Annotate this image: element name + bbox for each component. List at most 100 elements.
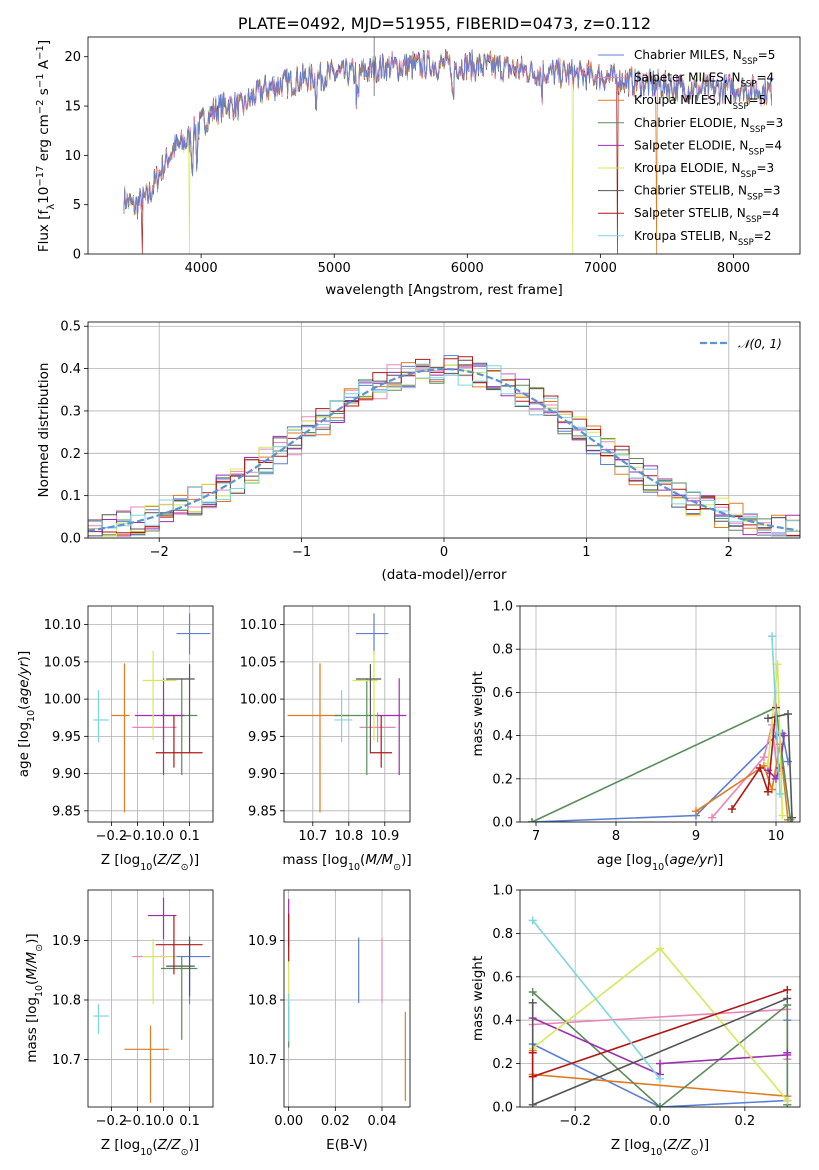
- weight-marker: [528, 1048, 537, 1057]
- x-tick-label: 7: [532, 829, 540, 844]
- age-vs-Z-axes: −0.2−0.1 0.0 0.1 9.85 9.90 9.95 10.00 10.05 10.1…: [16, 605, 214, 873]
- weight-vs-age-marks: [528, 632, 796, 822]
- residual-histogram: [88, 363, 800, 537]
- weight-marker: [528, 818, 536, 822]
- y-tick-label: 9.95: [52, 730, 81, 745]
- x-tick-label: 4000: [185, 261, 218, 276]
- y-axis-label: mass weight: [470, 671, 486, 756]
- plot-frame: [283, 605, 411, 823]
- weight-vs-age-axes: 7 8 9 10 0.0 0.2 0.4 0.6 0.8 1.0 mass weight age [l…: [470, 600, 801, 873]
- y-tick-label: 0: [73, 248, 81, 263]
- weight-marker: [728, 805, 736, 814]
- weight-marker: [764, 787, 772, 796]
- weight-marker: [656, 1103, 664, 1107]
- weight-vs-Z-axes: −0.2 0.0 0.2 0.0 0.2 0.4 0.6 0.8 1.0 mass weight Z…: [470, 884, 801, 1158]
- spectrum-series: [123, 50, 772, 220]
- y-tick-label: 0.3: [60, 404, 81, 419]
- weight-line: [531, 732, 789, 822]
- x-tick-label: 0.1: [179, 1114, 200, 1129]
- y-tick-label: 9.85: [248, 804, 277, 819]
- weight-marker: [528, 998, 537, 1007]
- y-tick-label: 0.0: [60, 532, 81, 547]
- plot-frame: [87, 605, 214, 823]
- x-tick-label: 0.1: [179, 829, 200, 844]
- y-tick-label: 9.95: [248, 730, 277, 745]
- mass-vs-Z-axes: −0.2−0.1 0.0 0.1 10.7 10.8 10.9 Z [log10(Z/Z⊙)…: [24, 889, 214, 1158]
- x-axis-label: mass [log10(M/M⊙)]: [282, 852, 411, 873]
- y-tick-label: 0.4: [492, 1014, 513, 1029]
- weight-line: [767, 735, 785, 781]
- y-tick-label: 1.0: [492, 884, 513, 899]
- weight-marker: [528, 987, 537, 996]
- x-tick-label: −0.1: [122, 829, 154, 844]
- legend-entry: Kroupa STELIB, NSSP=2: [634, 229, 772, 248]
- y-tick-label: 9.90: [248, 767, 277, 782]
- x-tick-label: −0.1: [122, 1114, 154, 1129]
- y-tick-label: 0.0: [492, 816, 513, 831]
- y-tick-label: 10.8: [52, 993, 81, 1008]
- y-axis-label: mass weight: [470, 956, 486, 1041]
- x-tick-label: 0.0: [650, 1114, 671, 1129]
- y-tick-label: 10.05: [44, 655, 81, 670]
- x-tick-label: 10.7: [298, 829, 327, 844]
- residual-histogram: [88, 359, 800, 537]
- weight-marker: [773, 660, 782, 669]
- y-tick-label: 10.10: [44, 618, 81, 633]
- y-tick-label: 0.2: [60, 447, 81, 462]
- y-tick-label: 0.8: [492, 643, 513, 658]
- x-tick-label: −0.2: [96, 829, 128, 844]
- plot-frame: [519, 605, 801, 823]
- y-axis-label: mass [log10(M/M⊙)]: [24, 933, 45, 1062]
- x-tick-label: −1: [292, 545, 311, 560]
- x-tick-label: 0.2: [735, 1114, 756, 1129]
- weight-line: [731, 707, 777, 810]
- weight-line: [531, 706, 792, 822]
- legend-entry: Salpeter ELODIE, NSSP=4: [634, 138, 782, 157]
- weight-line: [532, 919, 661, 1080]
- weight-marker: [768, 632, 776, 641]
- x-tick-label: −0.2: [559, 1114, 591, 1129]
- weight-marker: [692, 807, 700, 816]
- x-axis-label: age [log10(age/yr)]: [597, 852, 723, 873]
- y-tick-label: 10.00: [240, 693, 277, 708]
- legend-entry: Chabrier ELODIE, NSSP=3: [634, 116, 783, 135]
- y-tick-label: 0.8: [492, 927, 513, 942]
- weight-line: [711, 724, 779, 819]
- y-tick-label: 0.2: [492, 1057, 513, 1072]
- y-tick-label: 1.0: [492, 600, 513, 615]
- legend-entry: Kroupa ELODIE, NSSP=3: [634, 161, 774, 180]
- y-tick-label: 15: [64, 100, 81, 115]
- x-axis-label: Z [log10(Z/Z⊙)]: [101, 1137, 199, 1158]
- legend: Chabrier MILES, NSSP=5 Salpeter MILES, NS…: [598, 48, 783, 248]
- weight-marker: [783, 1048, 792, 1057]
- x-tick-label: −0.2: [96, 1114, 128, 1129]
- weight-marker: [528, 916, 537, 925]
- x-axis-label: wavelength [Angstrom, rest frame]: [325, 282, 563, 298]
- weight-marker: [783, 1096, 792, 1105]
- y-tick-label: 10.9: [52, 934, 81, 949]
- legend: 𝒩(0, 1): [700, 337, 782, 351]
- legend-entry: Salpeter MILES, NSSP=4: [634, 71, 774, 90]
- y-tick-label: 9.85: [52, 804, 81, 819]
- mass-vs-Z-marks: [93, 897, 211, 1103]
- y-tick-label: 10.10: [240, 618, 277, 633]
- plot-frame: [87, 36, 801, 255]
- y-tick-label: 0.5: [60, 320, 81, 335]
- spectrum-axes: 4000 5000 6000 7000 8000 0 5 10 15 20 wavelength […: [35, 36, 801, 298]
- plot-frame: [87, 889, 214, 1108]
- x-tick-label: 0.02: [321, 1114, 350, 1129]
- y-axis-label: age [log10(age/yr)]: [16, 651, 37, 777]
- x-tick-label: 8000: [717, 261, 750, 276]
- weight-vs-Z-marks: [528, 916, 792, 1107]
- x-tick-label: −2: [150, 545, 169, 560]
- weight-marker: [764, 714, 772, 723]
- y-tick-label: 0.2: [492, 772, 513, 787]
- weight-marker: [656, 1074, 664, 1083]
- spectrum-marks: [123, 37, 772, 254]
- x-tick-label: 6000: [451, 261, 484, 276]
- x-tick-label: 0.00: [274, 1114, 303, 1129]
- weight-marker: [776, 789, 784, 798]
- x-tick-label: 8: [612, 829, 620, 844]
- y-axis-label: Normed distribution: [36, 363, 52, 498]
